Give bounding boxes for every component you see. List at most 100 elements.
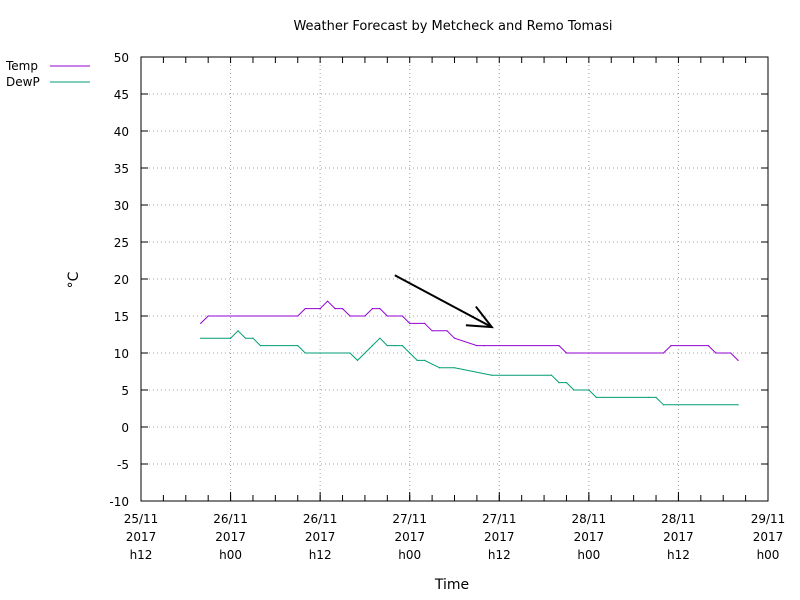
data-point-dewp bbox=[304, 352, 306, 354]
data-point-temp bbox=[349, 315, 351, 317]
data-point-temp bbox=[364, 315, 366, 317]
series-line-temp bbox=[200, 300, 739, 361]
data-point-dewp bbox=[259, 345, 262, 347]
data-point-temp bbox=[200, 322, 202, 324]
data-point-temp bbox=[670, 345, 672, 347]
data-point-dewp bbox=[438, 367, 441, 369]
y-tick-label: -10 bbox=[109, 495, 129, 509]
y-tick-label: 25 bbox=[114, 236, 129, 250]
x-tick-label: 2017 bbox=[484, 530, 515, 544]
data-point-temp bbox=[401, 315, 403, 317]
data-point-dewp bbox=[580, 389, 582, 391]
grid-lines bbox=[141, 57, 768, 501]
annotations bbox=[394, 274, 494, 329]
data-point-temp bbox=[483, 345, 485, 347]
data-point-temp bbox=[334, 308, 336, 310]
legend-label-dewp: DewP bbox=[6, 75, 40, 89]
legend: Temp DewP bbox=[5, 59, 90, 89]
data-point-dewp bbox=[401, 345, 403, 347]
data-point-temp bbox=[327, 300, 329, 302]
x-tick-label: 2017 bbox=[305, 530, 336, 544]
y-tick-label: -5 bbox=[117, 458, 129, 472]
x-tick-label: 28/11 bbox=[572, 512, 607, 526]
data-point-dewp bbox=[371, 345, 373, 347]
y-axis-title: °C bbox=[66, 271, 82, 288]
x-tick-label: 2017 bbox=[663, 530, 694, 544]
data-point-dewp bbox=[229, 337, 232, 339]
x-tick-label: h00 bbox=[398, 548, 421, 562]
data-point-dewp bbox=[386, 345, 388, 347]
x-tick-label: 2017 bbox=[215, 530, 246, 544]
data-point-dewp bbox=[379, 337, 381, 339]
x-axis-title: Time bbox=[434, 577, 469, 593]
data-point-temp bbox=[424, 322, 426, 324]
x-tick-label: h12 bbox=[309, 548, 332, 562]
x-tick-label: 2017 bbox=[753, 530, 784, 544]
data-point-temp bbox=[737, 359, 739, 361]
data-point-dewp bbox=[588, 389, 590, 391]
x-tick-label: h12 bbox=[130, 548, 153, 562]
x-tick-label: 29/11 bbox=[751, 512, 786, 526]
x-tick-label: 27/11 bbox=[392, 512, 427, 526]
data-point-dewp bbox=[200, 337, 202, 339]
data-point-dewp bbox=[662, 404, 665, 406]
data-point-dewp bbox=[491, 374, 493, 376]
y-tick-label: 35 bbox=[114, 162, 129, 176]
data-point-temp bbox=[715, 352, 717, 354]
series-line-dewp bbox=[200, 330, 739, 406]
data-point-temp bbox=[304, 308, 306, 310]
y-tick-label: 15 bbox=[114, 310, 129, 324]
data-point-temp bbox=[371, 308, 373, 310]
data-point-temp bbox=[453, 337, 456, 339]
y-tick-label: 20 bbox=[114, 273, 129, 287]
data-point-temp bbox=[386, 315, 388, 317]
data-point-temp bbox=[431, 330, 433, 332]
x-tick-label: h12 bbox=[488, 548, 511, 562]
y-tick-label: 45 bbox=[114, 88, 129, 102]
data-point-temp bbox=[297, 315, 299, 317]
x-tick-label: 28/11 bbox=[661, 512, 696, 526]
x-tick-labels: 25/11 2017 h12 26/11 2017 h00 26/11 2017 h12 27/1… bbox=[124, 512, 786, 562]
y-tick-label: 5 bbox=[121, 384, 129, 398]
data-point-dewp bbox=[573, 389, 575, 391]
data-point-dewp bbox=[565, 382, 568, 384]
data-point-temp bbox=[446, 330, 448, 332]
data-point-temp bbox=[707, 345, 709, 347]
data-point-dewp bbox=[252, 337, 254, 339]
data-point-dewp bbox=[237, 330, 239, 332]
data-point-dewp bbox=[297, 345, 299, 347]
legend-label-temp: Temp bbox=[5, 59, 38, 73]
arrow-head bbox=[465, 305, 494, 329]
x-tick-label: h00 bbox=[577, 548, 600, 562]
x-tick-label: 26/11 bbox=[213, 512, 248, 526]
data-point-temp bbox=[409, 322, 411, 324]
data-point-dewp bbox=[647, 396, 650, 398]
arrow-shaft bbox=[394, 274, 493, 328]
data-point-temp bbox=[565, 352, 568, 354]
data-point-temp bbox=[379, 308, 381, 310]
data-point-dewp bbox=[655, 396, 657, 398]
data-point-dewp bbox=[356, 359, 359, 361]
x-tick-label: 27/11 bbox=[482, 512, 517, 526]
data-point-dewp bbox=[737, 404, 739, 406]
x-tick-label: 2017 bbox=[126, 530, 157, 544]
data-point-dewp bbox=[453, 367, 456, 369]
data-point-dewp bbox=[424, 359, 426, 361]
y-tick-label: 0 bbox=[121, 421, 129, 435]
x-tick-label: h00 bbox=[757, 548, 780, 562]
data-point-temp bbox=[207, 315, 209, 317]
data-point-dewp bbox=[550, 374, 553, 376]
x-tick-label: 25/11 bbox=[124, 512, 159, 526]
y-tick-label: 50 bbox=[114, 51, 129, 65]
x-tick-label: 2017 bbox=[394, 530, 425, 544]
data-point-dewp bbox=[595, 396, 597, 398]
data-point-dewp bbox=[349, 352, 351, 354]
data-point-temp bbox=[476, 345, 478, 347]
axis-ticks bbox=[140, 56, 769, 502]
data-point-dewp bbox=[244, 337, 247, 339]
series-lines bbox=[200, 300, 739, 406]
data-point-dewp bbox=[416, 359, 418, 361]
data-point-temp bbox=[394, 315, 396, 317]
